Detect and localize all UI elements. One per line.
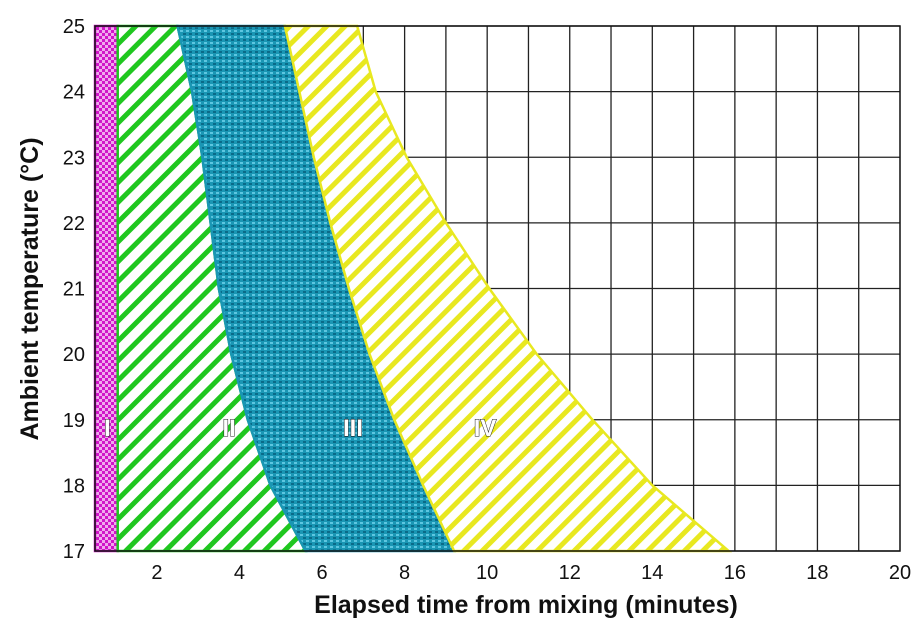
y-tick-label: 19: [63, 410, 85, 432]
y-tick-label: 17: [63, 541, 85, 563]
x-tick-label: 8: [399, 562, 410, 584]
region-label-ii: II: [222, 415, 235, 442]
x-tick-label: 20: [889, 562, 911, 584]
y-tick-label: 25: [63, 16, 85, 38]
y-tick-label: 21: [63, 279, 85, 301]
y-axis-title: Ambient temperature (°C): [16, 137, 44, 440]
x-tick-label: 14: [641, 562, 663, 584]
region-label-i: I: [104, 415, 111, 442]
region-label-iv: IV: [474, 415, 497, 442]
region-label-iii: III: [343, 415, 363, 442]
y-tick-label: 23: [63, 147, 85, 169]
x-tick-label: 10: [476, 562, 498, 584]
x-tick-label: 6: [316, 562, 327, 584]
x-tick-label: 18: [806, 562, 828, 584]
y-tick-label: 20: [63, 344, 85, 366]
plot-frame: [94, 25, 901, 552]
y-tick-label: 22: [63, 213, 85, 235]
region-labels: I II III IV: [104, 414, 497, 442]
x-axis-title: Elapsed time from mixing (minutes): [314, 591, 738, 619]
x-tick-label: 4: [234, 562, 245, 584]
region-i: [93, 24, 119, 553]
x-tick-label: 16: [724, 562, 746, 584]
y-tick-labels: 17 18 19 20 21 22 23 24 25: [63, 16, 85, 563]
y-tick-label: 24: [63, 82, 85, 104]
x-tick-label: 2: [151, 562, 162, 584]
x-tick-labels: 2 4 6 8 10 12 14 16 18 20: [151, 562, 911, 584]
x-tick-label: 12: [559, 562, 581, 584]
y-tick-label: 18: [63, 475, 85, 497]
